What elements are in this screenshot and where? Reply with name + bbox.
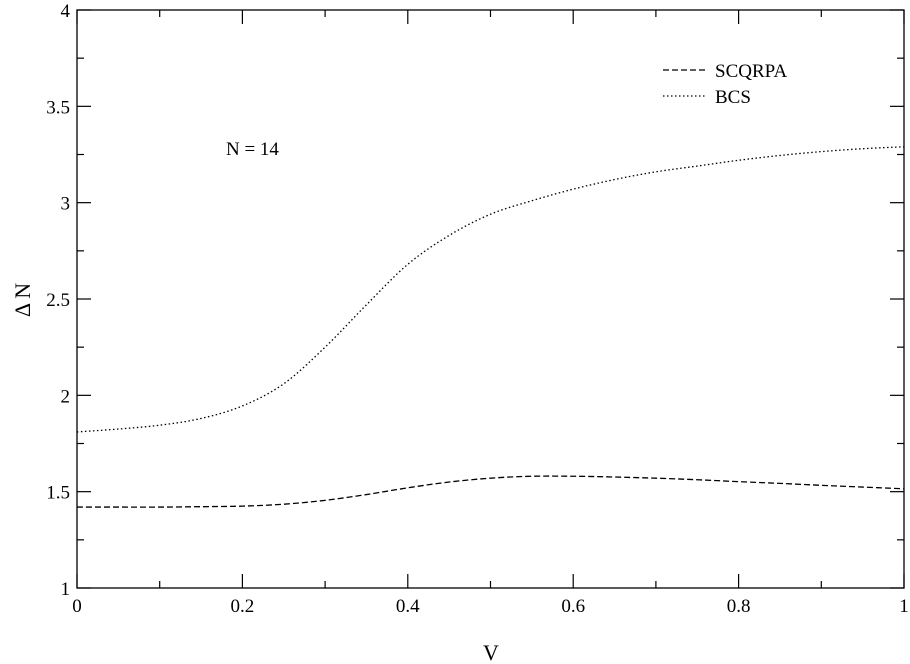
y-tick-label: 4: [61, 1, 71, 22]
x-tick-label: 0: [72, 596, 82, 617]
y-tick-label: 1.5: [46, 483, 70, 504]
y-tick-label: 3: [61, 194, 71, 215]
plot-area: [76, 9, 905, 589]
y-tick-label: 3.5: [46, 97, 70, 118]
series-line-bcs: [76, 146, 905, 433]
y-axis-label: Δ N: [10, 283, 35, 317]
legend-label-scqrpa: SCQRPA: [715, 61, 787, 82]
x-tick-label: 0.4: [396, 596, 420, 617]
y-tick-label: 1: [61, 579, 71, 600]
legend-label-bcs: BCS: [715, 87, 751, 108]
x-tick-label: 1: [899, 596, 909, 617]
y-tick-label: 2: [61, 386, 71, 407]
series-layer: [76, 146, 905, 508]
annotation-n-label: N = 14: [226, 139, 279, 160]
legend: SCQRPA BCS: [663, 61, 787, 108]
y-tick-label: 2.5: [46, 290, 70, 311]
series-line-scqrpa: [77, 475, 905, 508]
x-tick-label: 0.6: [561, 596, 585, 617]
x-tick-label: 0.8: [727, 596, 751, 617]
x-axis: 0 0.2 0.4 0.6 0.8 1: [72, 10, 909, 617]
plot-border: [76, 9, 905, 589]
y-axis: 1 1.5 2 2.5 3 3.5 4: [46, 1, 904, 600]
x-tick-label: 0.2: [231, 596, 255, 617]
x-axis-label: V: [483, 640, 499, 664]
